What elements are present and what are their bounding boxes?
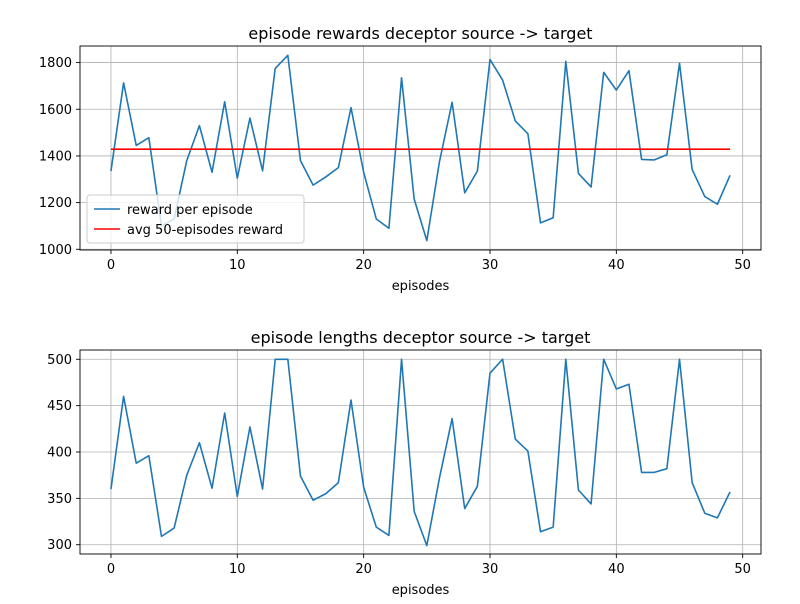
x-axis-label: episodes xyxy=(392,279,450,294)
x-tick-label: 50 xyxy=(734,562,751,577)
y-tick-label: 450 xyxy=(47,399,72,414)
x-tick-label: 0 xyxy=(107,562,115,577)
x-tick-label: 20 xyxy=(355,562,372,577)
y-tick-label: 1600 xyxy=(39,103,72,118)
y-tick-label: 350 xyxy=(47,492,72,507)
x-tick-label: 10 xyxy=(229,562,246,577)
x-axis-label: episodes xyxy=(392,583,450,598)
x-tick-label: 20 xyxy=(355,258,372,273)
x-tick-label: 40 xyxy=(608,258,625,273)
subplot-1: 0 10 20 30 40 50 1000 1200 1400 1600 1800 episode r… xyxy=(39,24,762,294)
x-tick-label: 50 xyxy=(734,258,751,273)
y-tick-label: 500 xyxy=(47,353,72,368)
y-tick-label: 1400 xyxy=(39,149,72,164)
y-tick-label: 300 xyxy=(47,538,72,553)
series-line-1 xyxy=(110,358,731,547)
chart-title: episode lengths deceptor source -> targe… xyxy=(251,328,591,347)
legend-box xyxy=(86,194,305,244)
y-tick-label: 400 xyxy=(47,446,72,461)
subplot-2: 0 10 20 30 40 50 300 350 400 450 500 episode length… xyxy=(47,328,762,598)
y-tick-label: 1200 xyxy=(39,196,72,211)
x-tick-label: 0 xyxy=(107,258,115,273)
y-tick-label: 1800 xyxy=(39,56,72,71)
legend: reward per episode avg 50-episodes reward xyxy=(86,194,305,244)
y-tick-label: 1000 xyxy=(39,243,72,258)
x-tick-label: 40 xyxy=(608,562,625,577)
legend-label-2: avg 50-episodes reward xyxy=(127,223,283,238)
x-tick-label: 30 xyxy=(482,258,499,273)
series-line-1 xyxy=(110,54,731,242)
x-tick-label: 30 xyxy=(482,562,499,577)
chart-title: episode rewards deceptor source -> targe… xyxy=(248,24,592,43)
x-tick-label: 10 xyxy=(229,258,246,273)
axes-frame xyxy=(79,45,762,251)
legend-label-1: reward per episode xyxy=(127,203,253,218)
